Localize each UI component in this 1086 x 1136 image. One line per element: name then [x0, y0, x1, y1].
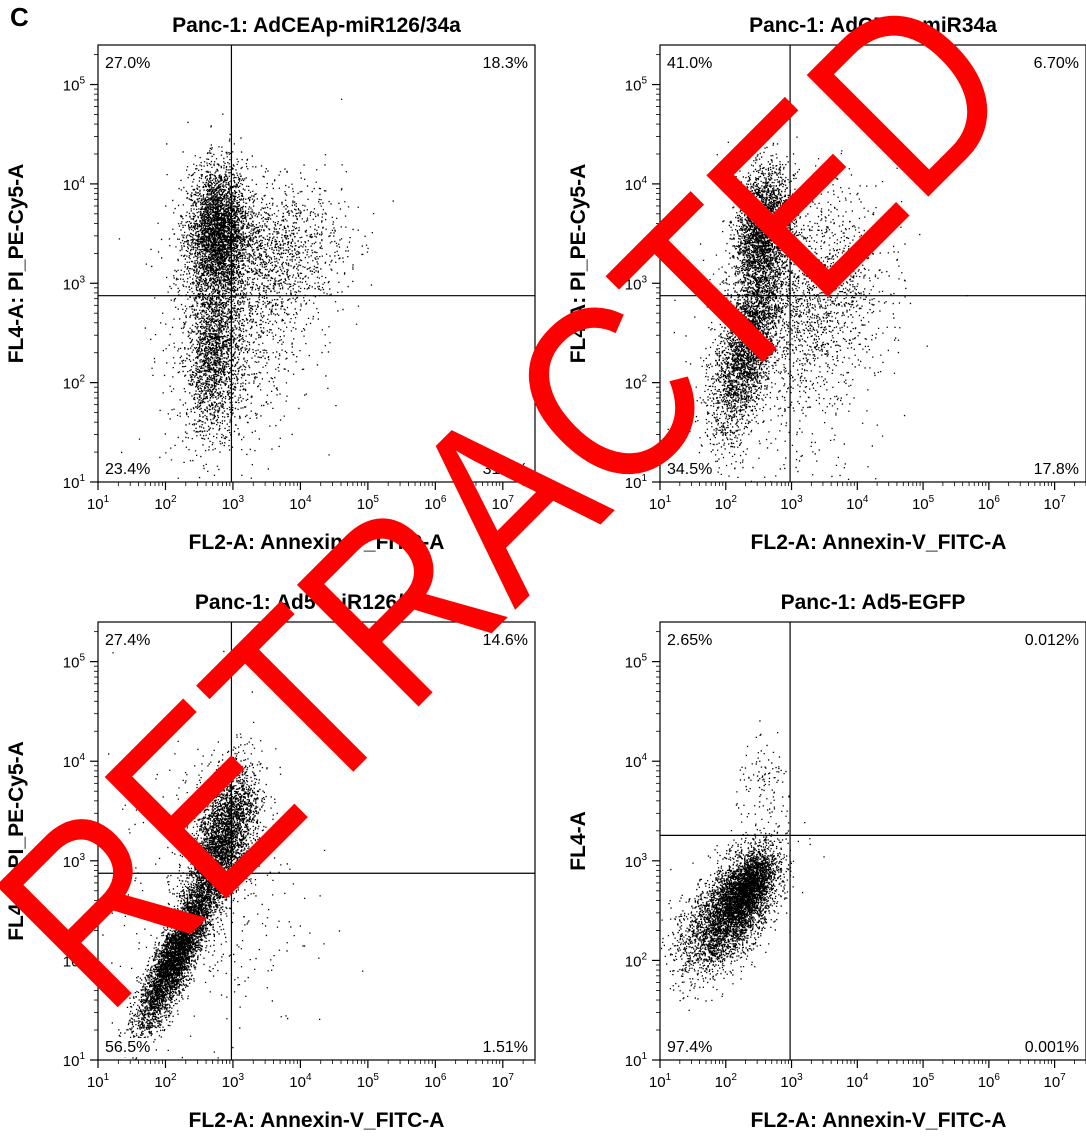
quadrant-percent-ul: 27.4%: [105, 632, 150, 649]
x-tick-label: 101: [649, 494, 672, 513]
y-tick-label: 101: [625, 1051, 648, 1070]
y-tick-label: 105: [625, 653, 648, 672]
plot-panel-1: 101 102 103 104 105 106 107 101 102 103 104 105 Panc…: [5, 14, 536, 554]
y-tick-label: 105: [63, 76, 86, 95]
x-axis-label: FL2-A: Annexin-V_FITC-A: [751, 531, 1007, 554]
quadrant-percent-ul: 2.65%: [667, 632, 712, 649]
quadrant-percent-lr: 1.51%: [483, 1039, 528, 1056]
plot-frame: [97, 44, 536, 483]
x-tick-label: 107: [1043, 1072, 1066, 1091]
plot-panel-3: 101 102 103 104 105 106 107 101 102 103 104 105 Panc…: [5, 591, 536, 1132]
x-tick-label: 105: [357, 1072, 380, 1091]
y-tick-label: 105: [63, 653, 86, 672]
x-tick-label: 103: [780, 1072, 803, 1091]
x-tick-label: 104: [289, 1072, 312, 1091]
y-tick-label: 104: [63, 752, 86, 771]
y-tick-label: 104: [625, 175, 648, 194]
quadrant-percent-ll: 23.4%: [105, 461, 150, 478]
x-tick-label: 101: [87, 494, 110, 513]
x-tick-label: 106: [978, 1072, 1001, 1091]
x-tick-label: 103: [222, 494, 245, 513]
quadrant-percent-ll: 56.5%: [105, 1039, 150, 1056]
y-tick-label: 103: [63, 274, 86, 293]
y-tick-label: 105: [625, 76, 648, 95]
x-tick-label: 105: [357, 494, 380, 513]
plot-frame: [97, 621, 536, 1061]
panel-title: Panc-1: AdCEAp-miR34a: [749, 14, 997, 37]
x-tick-label: 107: [492, 1072, 515, 1091]
plot-frame: [659, 621, 1086, 1061]
x-tick-label: 105: [912, 494, 935, 513]
quadrant-percent-ur: 6.70%: [1034, 55, 1079, 72]
y-axis-label: FL4-A: PI_PE-Cy5-A: [567, 164, 590, 364]
x-tick-label: 103: [222, 1072, 245, 1091]
quadrant-percent-lr: 31.3%: [483, 461, 528, 478]
panel-title: Panc-1: Ad5-EGFP: [781, 591, 966, 614]
plot-panel-4: 101 102 103 104 105 106 107 101 102 103 104 105 Panc…: [567, 591, 1086, 1132]
event-dots: [118, 98, 394, 479]
y-tick-label: 103: [625, 274, 648, 293]
x-tick-label: 102: [715, 494, 738, 513]
x-tick-label: 102: [154, 494, 177, 513]
y-tick-label: 103: [63, 852, 86, 871]
quadrant-percent-ul: 27.0%: [105, 55, 150, 72]
y-axis-label: FL4-A: [567, 811, 590, 871]
x-tick-label: 107: [1043, 494, 1066, 513]
y-tick-label: 102: [63, 951, 86, 970]
panel-title: Panc-1: AdCEAp-miR126/34a: [172, 14, 461, 37]
x-tick-label: 106: [424, 494, 447, 513]
x-axis-label: FL2-A: Annexin-V_FITC-A: [189, 1109, 445, 1132]
quadrant-percent-ur: 14.6%: [483, 632, 528, 649]
x-tick-label: 102: [154, 1072, 177, 1091]
x-tick-label: 104: [846, 494, 869, 513]
event-dot-cloud: [660, 720, 825, 1011]
quadrant-percent-ul: 41.0%: [667, 55, 712, 72]
y-tick-label: 102: [63, 374, 86, 393]
x-axis-label: FL2-A: Annexin-V_FITC-A: [189, 531, 445, 554]
x-tick-label: 104: [289, 494, 312, 513]
x-tick-label: 104: [846, 1072, 869, 1091]
event-dot-cloud: [118, 98, 394, 479]
panel-letter: C: [10, 2, 29, 32]
x-tick-label: 101: [649, 1072, 672, 1091]
x-tick-label: 107: [492, 494, 515, 513]
x-tick-label: 103: [780, 494, 803, 513]
quadrant-percent-lr: 0.001%: [1025, 1039, 1079, 1056]
y-tick-label: 101: [63, 473, 86, 492]
y-axis-label: FL4-A: PI_PE-Cy5-A: [5, 164, 28, 364]
y-tick-label: 103: [625, 852, 648, 871]
y-tick-label: 101: [63, 1051, 86, 1070]
panel-title: Panc-1: Ad5-miR126/34a: [195, 591, 438, 614]
y-tick-label: 104: [625, 752, 648, 771]
x-tick-label: 101: [87, 1072, 110, 1091]
y-tick-label: 101: [625, 473, 648, 492]
quadrant-percent-ll: 97.4%: [667, 1039, 712, 1056]
y-axis-label: FL4-A: PI_PE-Cy5-A: [5, 741, 28, 941]
event-dot-cloud: [667, 121, 968, 482]
y-tick-label: 102: [625, 374, 648, 393]
quadrant-percent-ur: 0.012%: [1025, 632, 1079, 649]
event-dots: [667, 121, 968, 482]
x-tick-label: 106: [424, 1072, 447, 1091]
event-dots: [660, 720, 825, 1011]
plot-panel-2: 101 102 103 104 105 106 107 101 102 103 104 105 Panc…: [567, 14, 1086, 554]
x-axis-label: FL2-A: Annexin-V_FITC-A: [751, 1109, 1007, 1132]
x-tick-label: 102: [715, 1072, 738, 1091]
quadrant-percent-lr: 17.8%: [1034, 461, 1079, 478]
y-tick-label: 102: [625, 951, 648, 970]
x-tick-label: 106: [978, 494, 1001, 513]
quadrant-percent-ll: 34.5%: [667, 461, 712, 478]
plot-frame: [659, 44, 1086, 483]
y-tick-label: 104: [63, 175, 86, 194]
x-tick-label: 105: [912, 1072, 935, 1091]
quadrant-percent-ur: 18.3%: [483, 55, 528, 72]
